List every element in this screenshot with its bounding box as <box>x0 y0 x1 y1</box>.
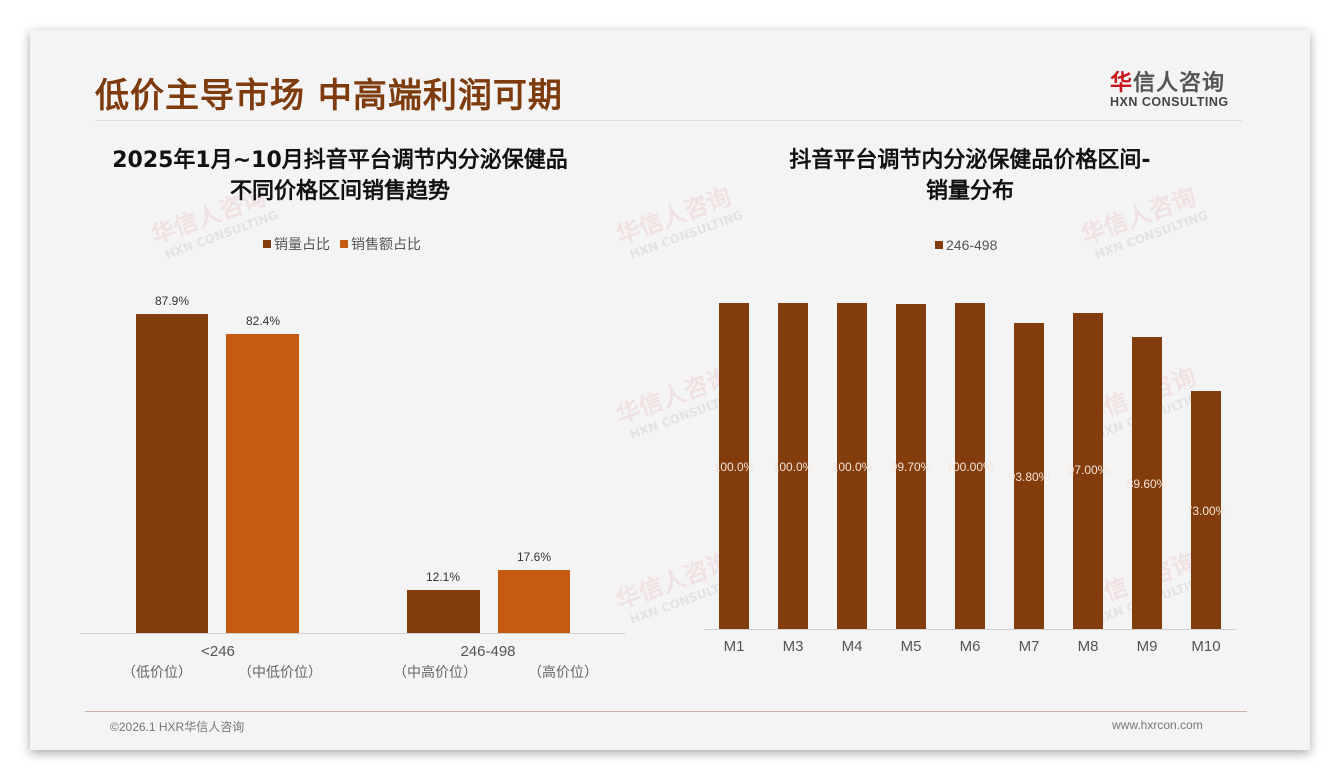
bar-m10 <box>1191 391 1221 629</box>
logo-cn: 华信人咨询 <box>1110 71 1226 96</box>
bar-value-label: 87.9% <box>154 294 190 308</box>
page-title: 低价主导市场 中高端利润可期 <box>95 76 563 116</box>
bar-value-label: 99.70% <box>890 460 932 474</box>
legend-item-volume: 销量占比 <box>263 234 330 254</box>
bar-value-label: 100.00% <box>946 460 994 474</box>
left-chart-title: 2025年1月~10月抖音平台调节内分泌保健品 不同价格区间销售趋势 <box>112 148 568 204</box>
legend-swatch <box>263 240 271 248</box>
bar-m8 <box>1073 313 1103 629</box>
bar-value-label: 100.0% <box>772 460 814 474</box>
bar-mid-volume <box>407 590 480 633</box>
bar-value-label: 97.00% <box>1067 463 1109 477</box>
slide: 低价主导市场 中高端利润可期 华信人咨询 HXN CONSULTING 华信人咨… <box>30 30 1310 750</box>
left-x-axis <box>80 633 625 634</box>
month-label: M7 <box>1018 638 1040 655</box>
bar-value-label: 100.0% <box>713 460 755 474</box>
title-divider <box>95 120 1242 121</box>
legend-swatch <box>340 240 348 248</box>
bar-value-label: 93.80% <box>1008 470 1050 484</box>
legend-swatch <box>935 241 943 249</box>
bar-m7 <box>1014 323 1044 629</box>
month-label: M10 <box>1191 638 1221 655</box>
price-tier-label: （高价位） <box>528 664 598 680</box>
bar-value-label: 82.4% <box>245 314 281 328</box>
bar-low-revenue <box>226 334 299 633</box>
right-chart-title: 抖音平台调节内分泌保健品价格区间- 销量分布 <box>789 148 1151 204</box>
footer-copyright: ©2026.1 HXR华信人咨询 <box>110 720 245 734</box>
month-label: M6 <box>959 638 981 655</box>
footer-website: www.hxrcon.com <box>1112 718 1203 732</box>
bar-m3 <box>778 303 808 629</box>
price-tier-label: （中低价位） <box>238 664 322 680</box>
month-label: M3 <box>782 638 804 655</box>
left-chart-legend: 销量占比 销售额占比 <box>263 234 421 254</box>
bar-value-label: 100.0% <box>831 460 873 474</box>
bar-mid-revenue <box>498 570 570 633</box>
bar-m1 <box>719 303 749 629</box>
month-label: M1 <box>723 638 745 655</box>
category-label: 246-498 <box>460 643 516 660</box>
month-label: M4 <box>841 638 863 655</box>
bar-m9 <box>1132 337 1162 629</box>
bar-value-label: 73.00% <box>1185 504 1227 518</box>
bar-value-label: 17.6% <box>516 550 552 564</box>
logo: 华信人咨询 HXN CONSULTING <box>1110 65 1250 109</box>
bar-value-label: 12.1% <box>425 570 461 584</box>
month-label: M8 <box>1077 638 1099 655</box>
footer-divider <box>85 711 1247 712</box>
month-label: M5 <box>900 638 922 655</box>
bar-m4 <box>837 303 867 629</box>
bar-m5 <box>896 304 926 629</box>
legend-item-246-498: 246-498 <box>935 237 997 253</box>
right-x-axis <box>704 629 1236 630</box>
bar-low-volume <box>136 314 208 633</box>
logo-en: HXN CONSULTING <box>1110 95 1229 109</box>
price-tier-label: （中高价位） <box>393 664 477 680</box>
category-label: <246 <box>201 643 235 660</box>
bar-m6 <box>955 303 985 629</box>
price-tier-label: （低价位） <box>122 664 192 680</box>
legend-item-revenue: 销售额占比 <box>340 234 421 254</box>
bar-value-label: 89.60% <box>1126 477 1168 491</box>
right-chart-legend: 246-498 <box>935 237 997 253</box>
month-label: M9 <box>1136 638 1158 655</box>
